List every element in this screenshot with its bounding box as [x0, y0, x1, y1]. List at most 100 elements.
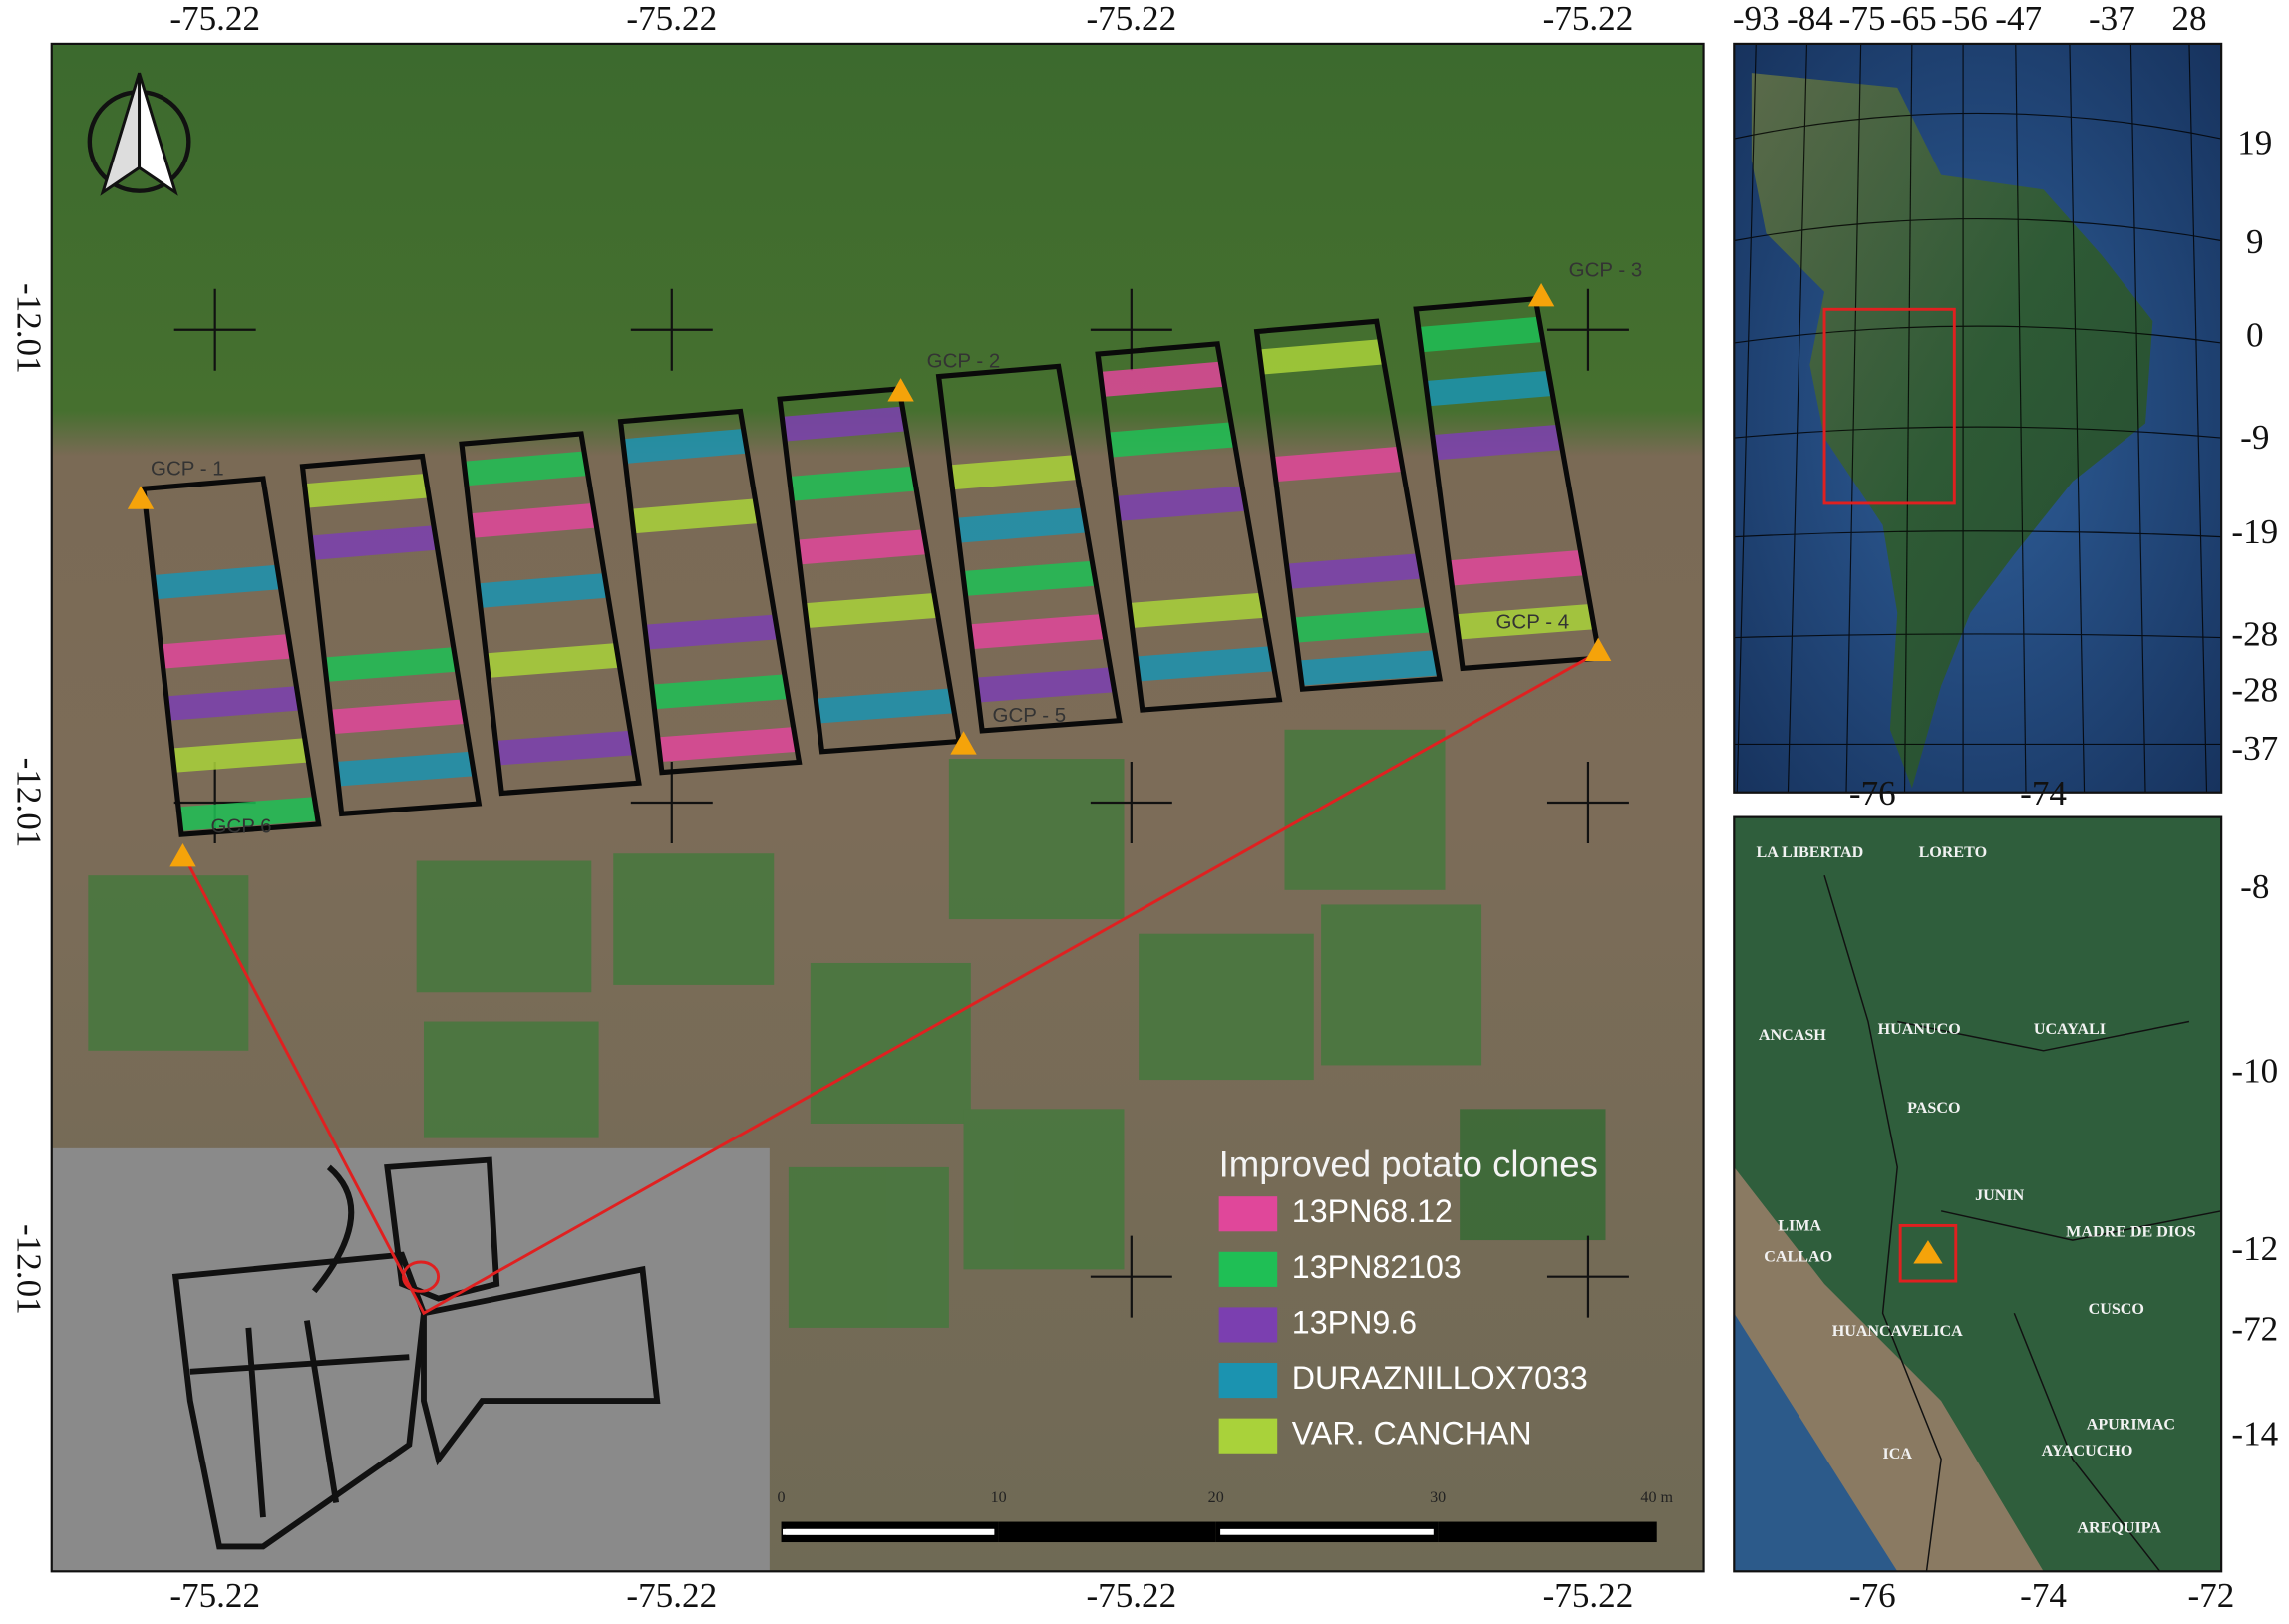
label: -14	[2231, 1415, 2278, 1454]
label: GCP - 3	[1569, 259, 1643, 282]
grid-cross	[173, 288, 256, 371]
label: -56	[1941, 0, 1988, 38]
label: ICA	[1882, 1446, 1912, 1462]
legend-swatch	[1218, 1307, 1278, 1343]
label: VAR. CANCHAN	[1292, 1416, 1532, 1452]
clone-strip	[486, 643, 620, 678]
clone-strip	[478, 573, 609, 608]
grid-cross	[1090, 288, 1172, 371]
scale-segment	[1442, 1528, 1653, 1535]
legend-swatch	[1218, 1196, 1278, 1232]
plot-block	[1253, 318, 1444, 692]
label: DURAZNILLOX7033	[1292, 1360, 1588, 1396]
label: -37	[2089, 0, 2135, 38]
label: -65	[1890, 0, 1937, 38]
grid-cross	[1546, 1235, 1629, 1318]
clone-strip	[304, 473, 430, 508]
label: GCP - 2	[927, 349, 1001, 372]
label: -75.22	[169, 1576, 260, 1615]
clone-strip	[1272, 446, 1404, 483]
label: ANCASH	[1759, 1027, 1826, 1044]
clone-strip	[1418, 316, 1543, 353]
label: 9	[2246, 222, 2264, 261]
label: -12	[2231, 1229, 2278, 1268]
label: -84	[1787, 0, 1833, 38]
label: -28	[2231, 615, 2278, 654]
clone-strip	[1298, 650, 1440, 686]
clone-strip	[782, 406, 907, 442]
clone-strip	[310, 525, 438, 560]
grid-cross	[630, 762, 713, 843]
label: MADRE DE DIOS	[2066, 1223, 2195, 1240]
label: 13PN68.12	[1292, 1193, 1453, 1229]
label: -76	[1849, 1576, 1896, 1615]
frames	[50, 42, 2223, 1573]
clone-strip	[165, 686, 301, 721]
clone-strip	[1449, 549, 1585, 586]
trial-plots	[88, 729, 1606, 1328]
label: 13PN82103	[1292, 1249, 1462, 1285]
grid-cross	[1546, 288, 1629, 371]
legend-swatch	[1218, 1251, 1278, 1287]
north-arrow	[87, 72, 191, 196]
legend-swatch	[1218, 1363, 1278, 1399]
label: -74	[2020, 1576, 2067, 1615]
clone-strip	[464, 451, 588, 487]
clone-strip	[324, 647, 458, 682]
label: 0	[2246, 316, 2264, 355]
clone-strip	[161, 634, 292, 669]
field-outlines	[171, 1156, 661, 1550]
clone-strip	[1129, 592, 1266, 628]
clone-strip	[470, 503, 597, 538]
label: -72	[2231, 1309, 2278, 1348]
clone-strip	[495, 730, 635, 766]
label: HUANCAVELICA	[1832, 1323, 1963, 1340]
clone-strip	[622, 429, 748, 464]
label: -12.01	[9, 758, 48, 848]
clone-strip	[177, 797, 319, 831]
label: LIMA	[1778, 1218, 1821, 1235]
legend-swatch	[1218, 1418, 1278, 1454]
gcp-marker	[887, 378, 914, 402]
label: 0	[778, 1489, 786, 1506]
label: -9	[2240, 418, 2269, 457]
gcp-marker	[1527, 282, 1555, 307]
gcp-marker	[169, 842, 196, 867]
label: CALLAO	[1764, 1248, 1832, 1265]
label: GCP - 4	[1496, 610, 1570, 633]
label: -10	[2231, 1051, 2278, 1090]
clone-strip	[1107, 422, 1236, 458]
label: -12.01	[9, 283, 48, 374]
label: PASCO	[1907, 1100, 1960, 1117]
label: GCP - 1	[151, 458, 224, 481]
plot-block	[617, 408, 803, 776]
clone-strip	[816, 688, 955, 724]
label: -76	[1849, 774, 1896, 812]
label: -74	[2020, 774, 2067, 812]
plot-block	[935, 363, 1123, 734]
label: HUANUCO	[1878, 1021, 1961, 1038]
label: LORETO	[1919, 844, 1988, 861]
clone-strip	[1136, 646, 1275, 682]
gcp-marker	[950, 731, 977, 755]
clone-strip	[335, 751, 475, 787]
plot-block	[141, 476, 322, 837]
label: UCAYALI	[2034, 1021, 2106, 1038]
label: -8	[2240, 867, 2269, 906]
clone-strip	[1116, 486, 1247, 521]
label: -75.22	[1086, 1576, 1176, 1615]
link-line	[181, 650, 1599, 1316]
clone-strip	[1100, 361, 1225, 397]
label: -93	[1733, 0, 1780, 38]
scale-segment	[1220, 1528, 1434, 1535]
label: -75.22	[1543, 1576, 1634, 1615]
gcp-marker	[127, 486, 155, 509]
label: 13PN9.6	[1292, 1304, 1417, 1340]
grid-cross	[1090, 1235, 1172, 1318]
clone-strip	[171, 738, 309, 773]
label: -37	[2231, 729, 2278, 768]
plot-block	[459, 431, 642, 797]
clone-strip	[969, 614, 1106, 650]
clone-strip	[1258, 339, 1385, 375]
